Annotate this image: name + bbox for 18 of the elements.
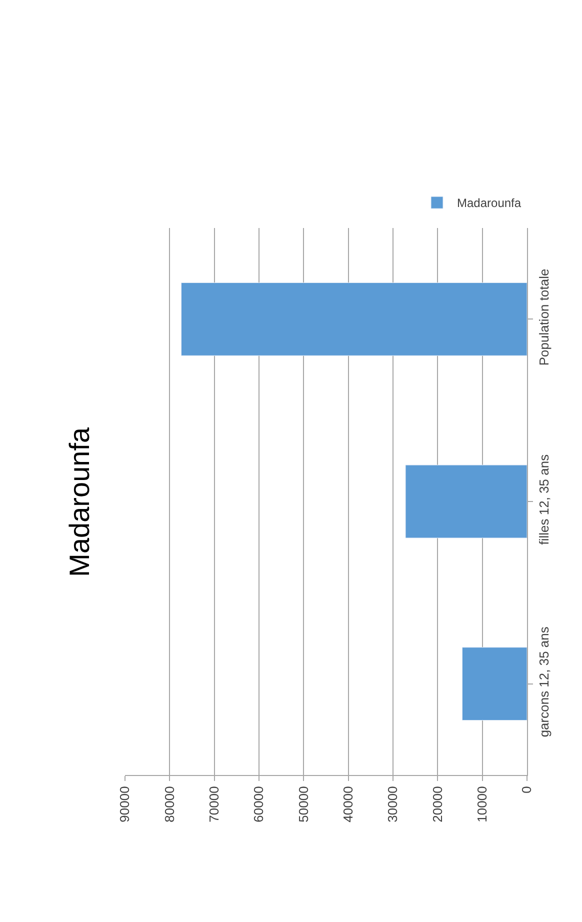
x-tick-label: 50000 <box>296 786 311 822</box>
x-tick-label: 80000 <box>162 786 177 822</box>
x-tick-label: 30000 <box>385 786 400 822</box>
y-tick-label: Population totale <box>536 268 552 366</box>
x-tick-label: 60000 <box>251 786 266 822</box>
text: Madarounfa <box>64 427 95 577</box>
x-tick-label: 70000 <box>206 786 222 822</box>
bar <box>181 282 527 356</box>
y-tick-label: garcons 12, 35 ans <box>536 626 552 738</box>
x-tick-label: 90000 <box>117 786 132 822</box>
y-tick-label: filles 12, 35 ans <box>536 454 552 545</box>
bar <box>462 647 527 721</box>
bar <box>405 464 527 538</box>
legend-label: Madarounfa <box>457 196 522 210</box>
x-tick-label: 0 <box>519 786 534 794</box>
x-tick-label: 10000 <box>474 786 490 822</box>
x-tick-label: 40000 <box>340 786 356 822</box>
x-tick-label: 20000 <box>430 786 445 822</box>
